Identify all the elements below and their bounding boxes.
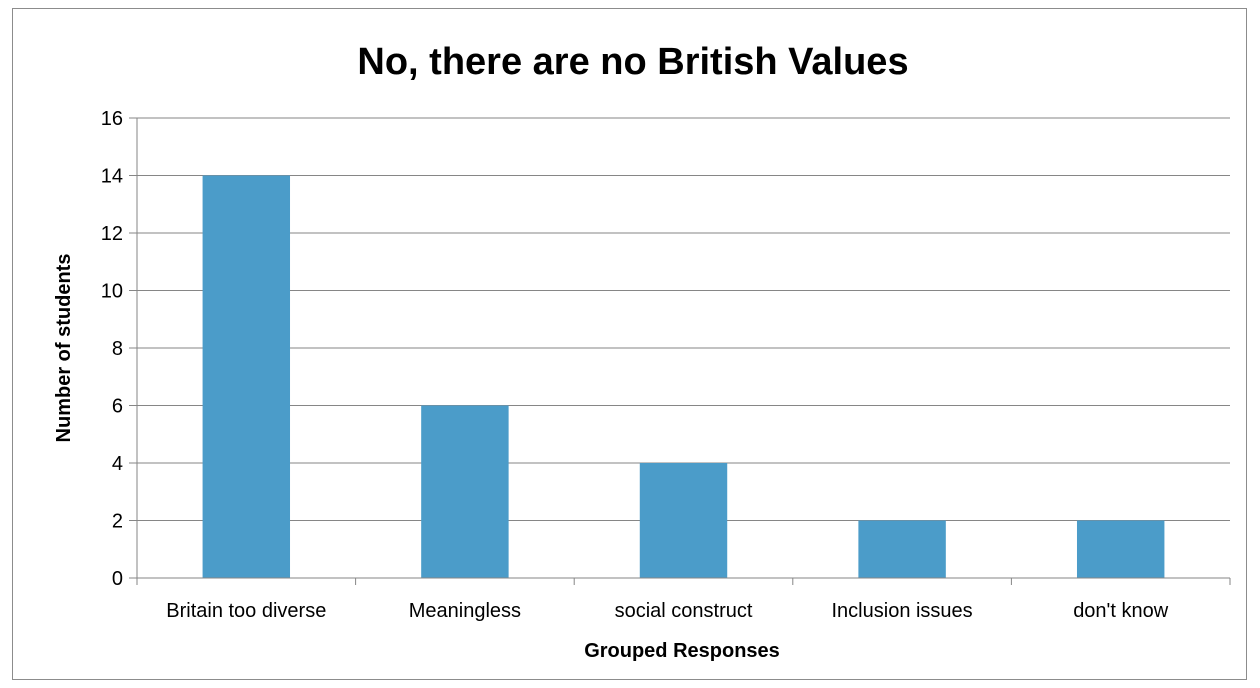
x-category-label: don't know [1073, 600, 1169, 622]
bar [203, 176, 290, 579]
x-category-label: social construct [615, 600, 753, 622]
y-tick-label: 2 [112, 511, 123, 533]
chart-title: No, there are no British Values [357, 41, 908, 83]
bar [858, 521, 945, 579]
bar [640, 463, 727, 578]
y-tick-label: 0 [112, 568, 123, 590]
gridlines [129, 118, 1230, 521]
y-tick-label: 16 [101, 108, 123, 130]
x-category-label: Inclusion issues [832, 600, 973, 622]
x-axis-title: Grouped Responses [584, 640, 780, 662]
y-tick-label: 6 [112, 396, 123, 418]
y-tick-label: 8 [112, 338, 123, 360]
bar [421, 406, 508, 579]
x-category-labels: Britain too diverse Meaningless social con… [166, 600, 1168, 622]
x-category-label: Britain too diverse [166, 600, 326, 622]
y-tick-label: 12 [101, 223, 123, 245]
y-tick-label: 4 [112, 453, 123, 475]
y-tick-labels: 0 2 4 6 8 10 12 14 16 [101, 108, 123, 590]
y-tick-label: 10 [101, 281, 123, 303]
y-axis-title: Number of students [53, 254, 75, 443]
x-category-label: Meaningless [409, 600, 521, 622]
y-tick-label: 14 [101, 166, 123, 188]
bars [203, 176, 1165, 579]
bar [1077, 521, 1164, 579]
